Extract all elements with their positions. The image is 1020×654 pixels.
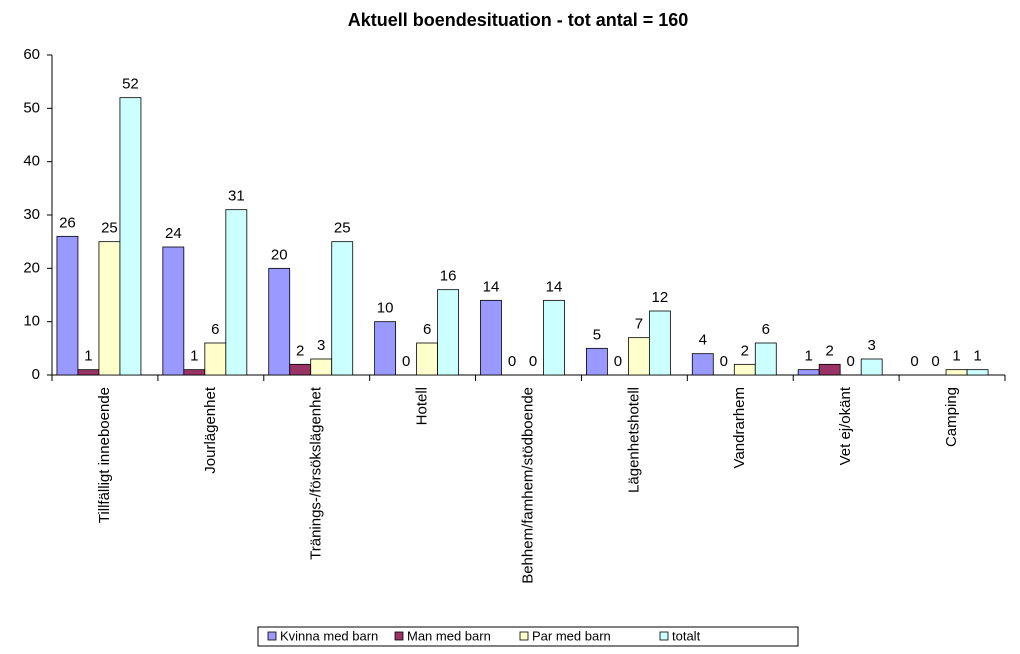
bar bbox=[183, 369, 206, 376]
bar bbox=[331, 241, 354, 376]
bar bbox=[437, 289, 460, 376]
x-tick-label: Tillfälligt inneboende bbox=[96, 387, 113, 523]
value-label: 1 bbox=[190, 348, 198, 365]
x-tick-label: Behhem/famhem/stödboende bbox=[519, 387, 536, 584]
bar bbox=[98, 241, 121, 376]
value-label: 14 bbox=[483, 278, 500, 295]
bar bbox=[691, 353, 714, 376]
value-label: 14 bbox=[546, 278, 563, 295]
bar bbox=[945, 369, 968, 376]
value-label: 1 bbox=[804, 348, 812, 365]
value-label: 0 bbox=[614, 353, 622, 370]
bar bbox=[860, 358, 883, 376]
legend-label: Man med barn bbox=[407, 628, 491, 643]
y-tick-label: 30 bbox=[23, 206, 40, 223]
legend-swatch bbox=[659, 631, 669, 641]
value-label: 2 bbox=[741, 342, 749, 359]
value-label: 25 bbox=[101, 220, 118, 237]
y-tick-label: 50 bbox=[23, 99, 40, 116]
x-tick-label: Vet ej/okänt bbox=[837, 386, 854, 465]
bar bbox=[585, 347, 608, 376]
value-label: 0 bbox=[931, 353, 939, 370]
bar bbox=[818, 363, 841, 376]
value-label: 0 bbox=[846, 353, 854, 370]
legend-label: Par med barn bbox=[532, 628, 611, 643]
legend-label: Kvinna med barn bbox=[280, 628, 378, 643]
value-label: 10 bbox=[377, 300, 394, 317]
value-label: 2 bbox=[825, 342, 833, 359]
legend-swatch bbox=[519, 631, 529, 641]
bar bbox=[374, 321, 397, 376]
legend-swatch bbox=[394, 631, 404, 641]
value-label: 3 bbox=[867, 337, 875, 354]
bar bbox=[416, 342, 439, 376]
y-tick-label: 40 bbox=[23, 153, 40, 170]
x-tick-label: Vandrarhem bbox=[731, 387, 748, 468]
bar bbox=[648, 310, 671, 376]
legend: Kvinna med barn Man med barn Par med barn t… bbox=[257, 626, 799, 647]
x-tick-label: Tränings-/försökslägenhet bbox=[308, 386, 325, 560]
value-label: 26 bbox=[59, 214, 76, 231]
value-label: 12 bbox=[652, 289, 669, 306]
value-label: 16 bbox=[440, 268, 457, 285]
value-label: 6 bbox=[211, 321, 219, 338]
bar bbox=[289, 363, 312, 376]
bar bbox=[162, 246, 185, 376]
value-label: 0 bbox=[508, 353, 516, 370]
bar bbox=[754, 342, 777, 376]
x-tick-label: Camping bbox=[943, 387, 960, 447]
value-label: 20 bbox=[271, 246, 288, 263]
legend-swatch bbox=[267, 631, 277, 641]
value-label: 25 bbox=[334, 220, 351, 237]
value-label: 6 bbox=[423, 321, 431, 338]
value-label: 31 bbox=[228, 188, 245, 205]
x-tick-label: Jourlägenhet bbox=[202, 386, 219, 474]
bar bbox=[543, 299, 565, 376]
x-tick-label: Lägenhetshotell bbox=[625, 387, 642, 493]
value-label: 2 bbox=[296, 342, 304, 359]
value-label: 0 bbox=[720, 353, 728, 370]
bar bbox=[480, 299, 502, 376]
bar bbox=[797, 369, 820, 376]
value-label: 7 bbox=[635, 316, 643, 333]
bar bbox=[119, 97, 142, 376]
value-label: 0 bbox=[402, 353, 410, 370]
y-tick-label: 20 bbox=[23, 259, 40, 276]
chart-title: Aktuell boendesituation - tot antal = 16… bbox=[348, 10, 689, 30]
value-label: 0 bbox=[529, 353, 537, 370]
y-tick-label: 10 bbox=[23, 313, 40, 330]
value-label: 6 bbox=[762, 321, 770, 338]
value-label: 5 bbox=[593, 326, 601, 343]
value-label: 52 bbox=[122, 76, 139, 93]
value-label: 3 bbox=[317, 337, 325, 354]
y-tick-label: 0 bbox=[32, 366, 40, 383]
bar bbox=[77, 369, 100, 376]
x-tick-label: Hotell bbox=[414, 387, 431, 425]
value-label: 1 bbox=[84, 348, 92, 365]
bar bbox=[268, 267, 291, 376]
legend-label: totalt bbox=[672, 628, 701, 643]
value-label: 24 bbox=[165, 225, 182, 242]
bar bbox=[310, 358, 333, 376]
value-label: 1 bbox=[973, 348, 981, 365]
bar bbox=[225, 209, 248, 376]
bar bbox=[627, 337, 650, 376]
bar bbox=[204, 342, 227, 376]
value-label: 0 bbox=[910, 353, 918, 370]
value-label: 1 bbox=[952, 348, 960, 365]
bar bbox=[966, 369, 989, 376]
value-label: 4 bbox=[699, 332, 707, 349]
y-tick-label: 60 bbox=[23, 46, 40, 63]
bar bbox=[733, 363, 756, 376]
bar bbox=[56, 235, 79, 376]
